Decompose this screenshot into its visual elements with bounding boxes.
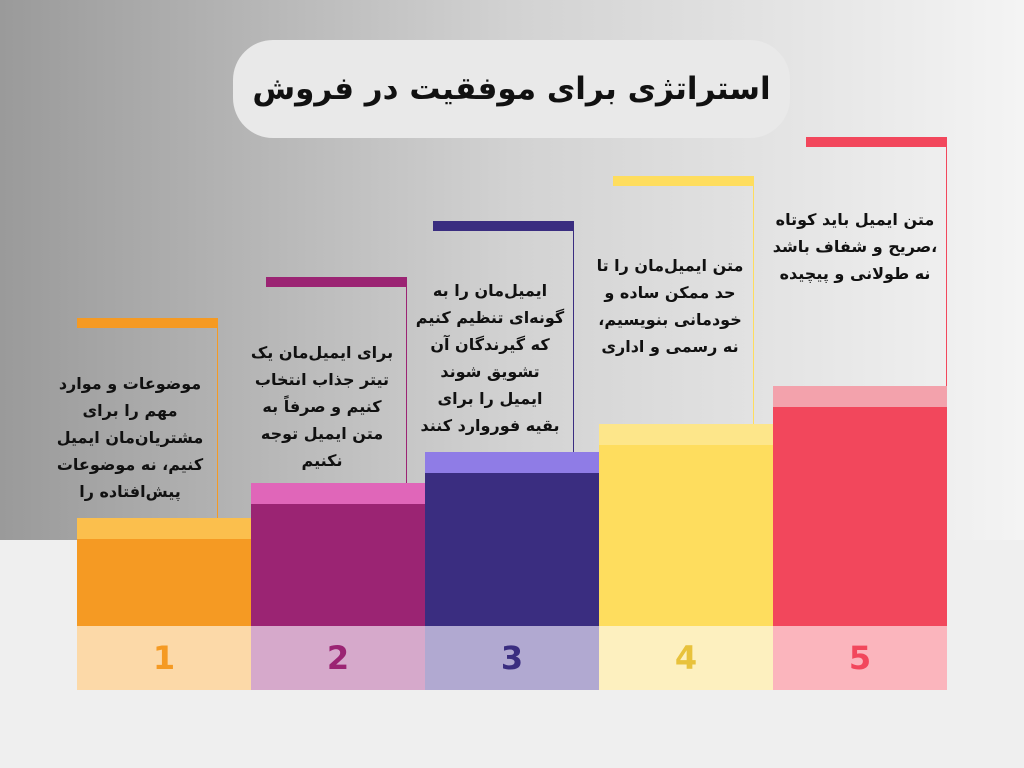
- step-number: 2: [251, 626, 425, 690]
- step-text: موضوعات و موارد مهم را برای مشتریان‌مان ای…: [30, 370, 230, 505]
- step-text-line: مهم را برای: [82, 401, 178, 420]
- title-pill: استراتژی برای موفقیت در فروش: [233, 40, 790, 138]
- accent-line: [946, 137, 947, 386]
- accent-line: [573, 221, 574, 452]
- step-bar-strip: [773, 386, 947, 407]
- step-bar: [773, 386, 947, 626]
- accent-bar: [806, 137, 947, 147]
- step-text-line: کنیم و صرفاً به: [262, 397, 382, 416]
- step-text-line: نه طولانی و پیچیده: [779, 264, 931, 283]
- accent-line: [217, 318, 218, 518]
- step-text: متن ایمیل باید کوتاه ،صریح و شفاف باشد نه …: [755, 206, 955, 287]
- step-number: 3: [425, 626, 599, 690]
- step-text-line: متن ایمیل باید کوتاه: [775, 210, 935, 229]
- step-text-line: بقیه فوروارد کنند: [420, 416, 560, 435]
- step-text-line: متن ایمیل‌مان را تا: [596, 256, 744, 275]
- step-text-line: تشویق شوند: [440, 362, 540, 381]
- step-text-line: ایمیل‌مان را به: [432, 281, 548, 300]
- accent-bar: [613, 176, 754, 186]
- step-text-line: برای ایمیل‌مان یک: [250, 343, 394, 362]
- step-text-line: کنیم، نه موضوعات: [56, 455, 204, 474]
- step-text-line: تیتر جذاب انتخاب: [254, 370, 390, 389]
- step-bar-strip: [425, 452, 599, 473]
- step-text: متن ایمیل‌مان را تا حد ممکن ساده و خودمانی…: [570, 252, 770, 360]
- step-text-line: گونه‌ای تنظیم کنیم: [415, 308, 565, 327]
- step-text-line: خودمانی بنویسیم،: [598, 310, 742, 329]
- step-number: 4: [599, 626, 773, 690]
- accent-line: [406, 277, 407, 483]
- step-bar: [251, 483, 425, 626]
- step-text-line: ،صریح و شفاف باشد: [772, 237, 938, 256]
- step-text-line: ایمیل را برای: [437, 389, 543, 408]
- step-bar-strip: [77, 518, 251, 539]
- step-bar: [599, 424, 773, 626]
- accent-bar: [266, 277, 407, 287]
- step-number: 5: [773, 626, 947, 690]
- step-bar-strip: [599, 424, 773, 445]
- step-text-line: پیش‌افتاده را: [79, 482, 181, 501]
- title: استراتژی برای موفقیت در فروش: [252, 71, 771, 107]
- step-text-line: حد ممکن ساده و: [604, 283, 736, 302]
- step-text: ایمیل‌مان را به گونه‌ای تنظیم کنیم که گیرن…: [390, 277, 590, 439]
- step-bar: [425, 452, 599, 626]
- step-bar-strip: [251, 483, 425, 504]
- accent-bar: [433, 221, 574, 231]
- step-text-line: موضوعات و موارد: [58, 374, 202, 393]
- step-text: برای ایمیل‌مان یک تیتر جذاب انتخاب کنیم و …: [222, 339, 422, 474]
- step-text-line: نکنیم: [301, 451, 343, 470]
- step-text-line: که گیرندگان آن: [430, 335, 550, 354]
- step-text-line: مشتریان‌مان ایمیل: [56, 428, 204, 447]
- step-text-line: متن ایمیل توجه: [260, 424, 384, 443]
- accent-bar: [77, 318, 218, 328]
- accent-line: [753, 176, 754, 424]
- step-text-line: نه رسمی و اداری: [601, 337, 739, 356]
- step-number: 1: [77, 626, 251, 690]
